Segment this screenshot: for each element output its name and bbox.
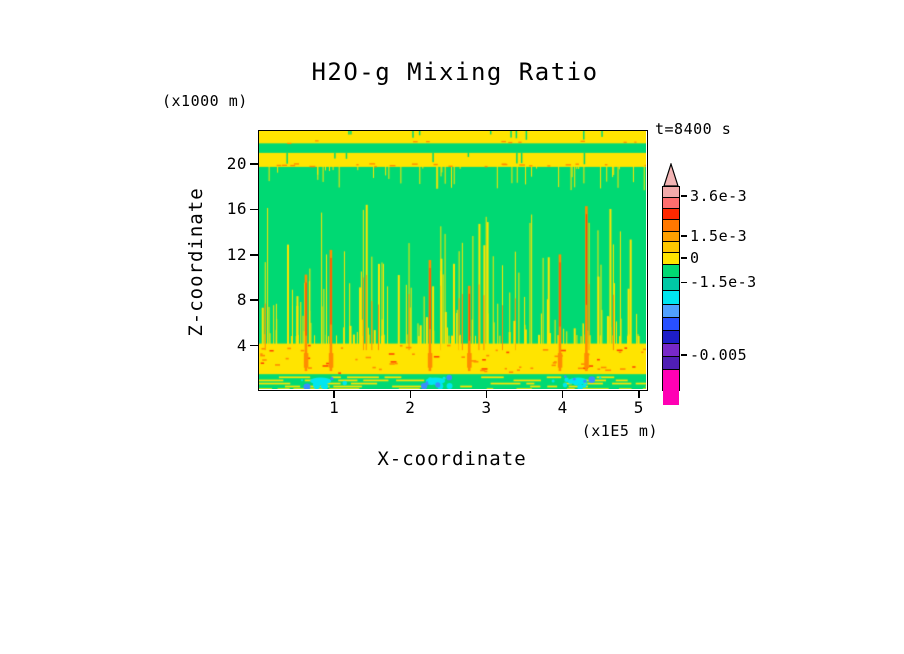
x-tick-mark [561,391,564,398]
colorbar-tick-mark [681,256,687,259]
colorbar-tick-label: 1.5e-3 [690,227,748,246]
heatmap-canvas [259,131,646,389]
x-axis-unit-label: (x1E5 m) [581,422,658,440]
colorbar-tick-mark [681,195,687,198]
chart-title: H2O-g Mixing Ratio [311,58,599,86]
colorbar-segment [663,369,679,405]
colorbar-tick-label: 3.6e-3 [690,187,748,206]
colorbar-segment [663,251,679,264]
colorbar-segment [663,219,679,231]
y-tick-mark [250,344,258,347]
colorbar-segment [663,230,679,241]
y-axis-unit-label: (x1000 m) [162,92,248,110]
x-tick-mark [409,391,412,398]
x-tick-mark [333,391,335,398]
colorbar-tick-label: -0.005 [690,346,748,365]
plot-area [258,130,648,391]
colorbar-segment [663,197,679,209]
x-tick-label: 1 [329,398,340,417]
colorbar-arrow-icon [663,163,679,187]
y-tick-mark [250,163,258,165]
colorbar-segment [663,187,679,198]
colorbar [662,186,680,405]
colorbar-segment [663,303,679,317]
colorbar-segment [663,356,679,370]
x-axis-title: X-coordinate [377,448,527,470]
x-tick-label: 4 [557,398,568,417]
colorbar-segment [663,277,679,291]
time-annotation: t=8400 s [655,120,732,138]
x-tick-label: 5 [633,398,644,417]
colorbar-segment [663,263,679,278]
x-tick-label: 2 [405,398,416,417]
colorbar-tick-label: -1.5e-3 [690,273,757,292]
colorbar-segment [663,290,679,304]
colorbar-tick-mark [681,354,687,356]
y-tick-label: 16 [226,199,247,219]
colorbar-tick-label: 0 [690,248,700,267]
colorbar-segment [663,329,679,344]
colorbar-segment [663,316,679,330]
y-tick-label: 20 [226,154,247,174]
colorbar-tick-mark [681,281,687,284]
colorbar-segment [663,343,679,357]
y-tick-mark [250,299,258,301]
y-tick-mark [250,254,258,256]
colorbar-segment [663,208,679,220]
colorbar-segment [663,240,679,252]
y-tick-mark [250,208,258,211]
y-tick-label: 4 [236,335,247,355]
x-tick-mark [638,391,640,398]
x-tick-mark [485,391,488,398]
y-tick-label: 8 [236,290,247,310]
y-tick-label: 12 [226,244,247,264]
x-tick-label: 3 [481,398,492,417]
colorbar-tick-mark [681,235,687,238]
